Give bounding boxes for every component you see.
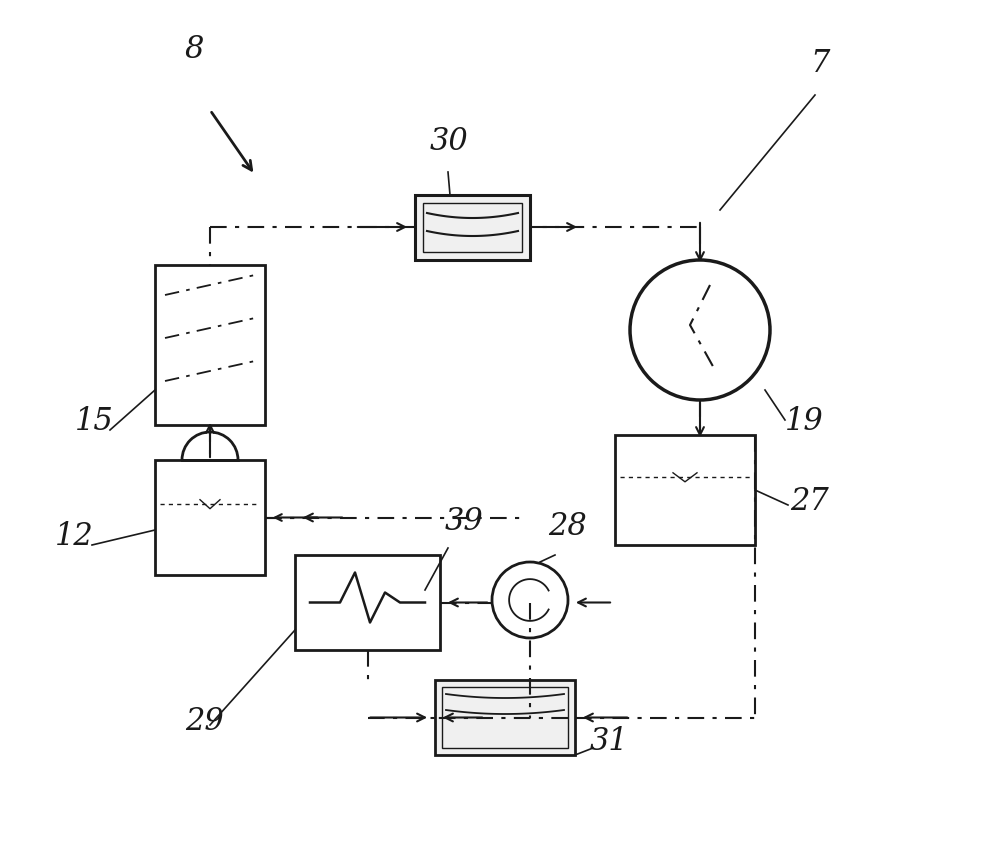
Bar — [415, 195, 530, 260]
Text: 31: 31 — [590, 726, 629, 757]
Bar — [615, 435, 755, 545]
Bar — [435, 680, 575, 755]
Bar — [155, 460, 265, 575]
Text: 19: 19 — [785, 406, 824, 437]
Text: 30: 30 — [430, 126, 469, 157]
Text: 15: 15 — [75, 406, 114, 437]
Text: 29: 29 — [185, 706, 224, 737]
Text: 27: 27 — [790, 486, 829, 517]
Bar — [155, 265, 265, 425]
Text: 8: 8 — [185, 34, 204, 65]
Text: 7: 7 — [810, 48, 829, 79]
Text: 28: 28 — [548, 511, 587, 542]
Bar — [442, 687, 568, 748]
Text: 39: 39 — [445, 506, 484, 537]
Bar — [423, 203, 522, 252]
Text: 12: 12 — [55, 521, 94, 552]
Bar — [295, 555, 440, 650]
